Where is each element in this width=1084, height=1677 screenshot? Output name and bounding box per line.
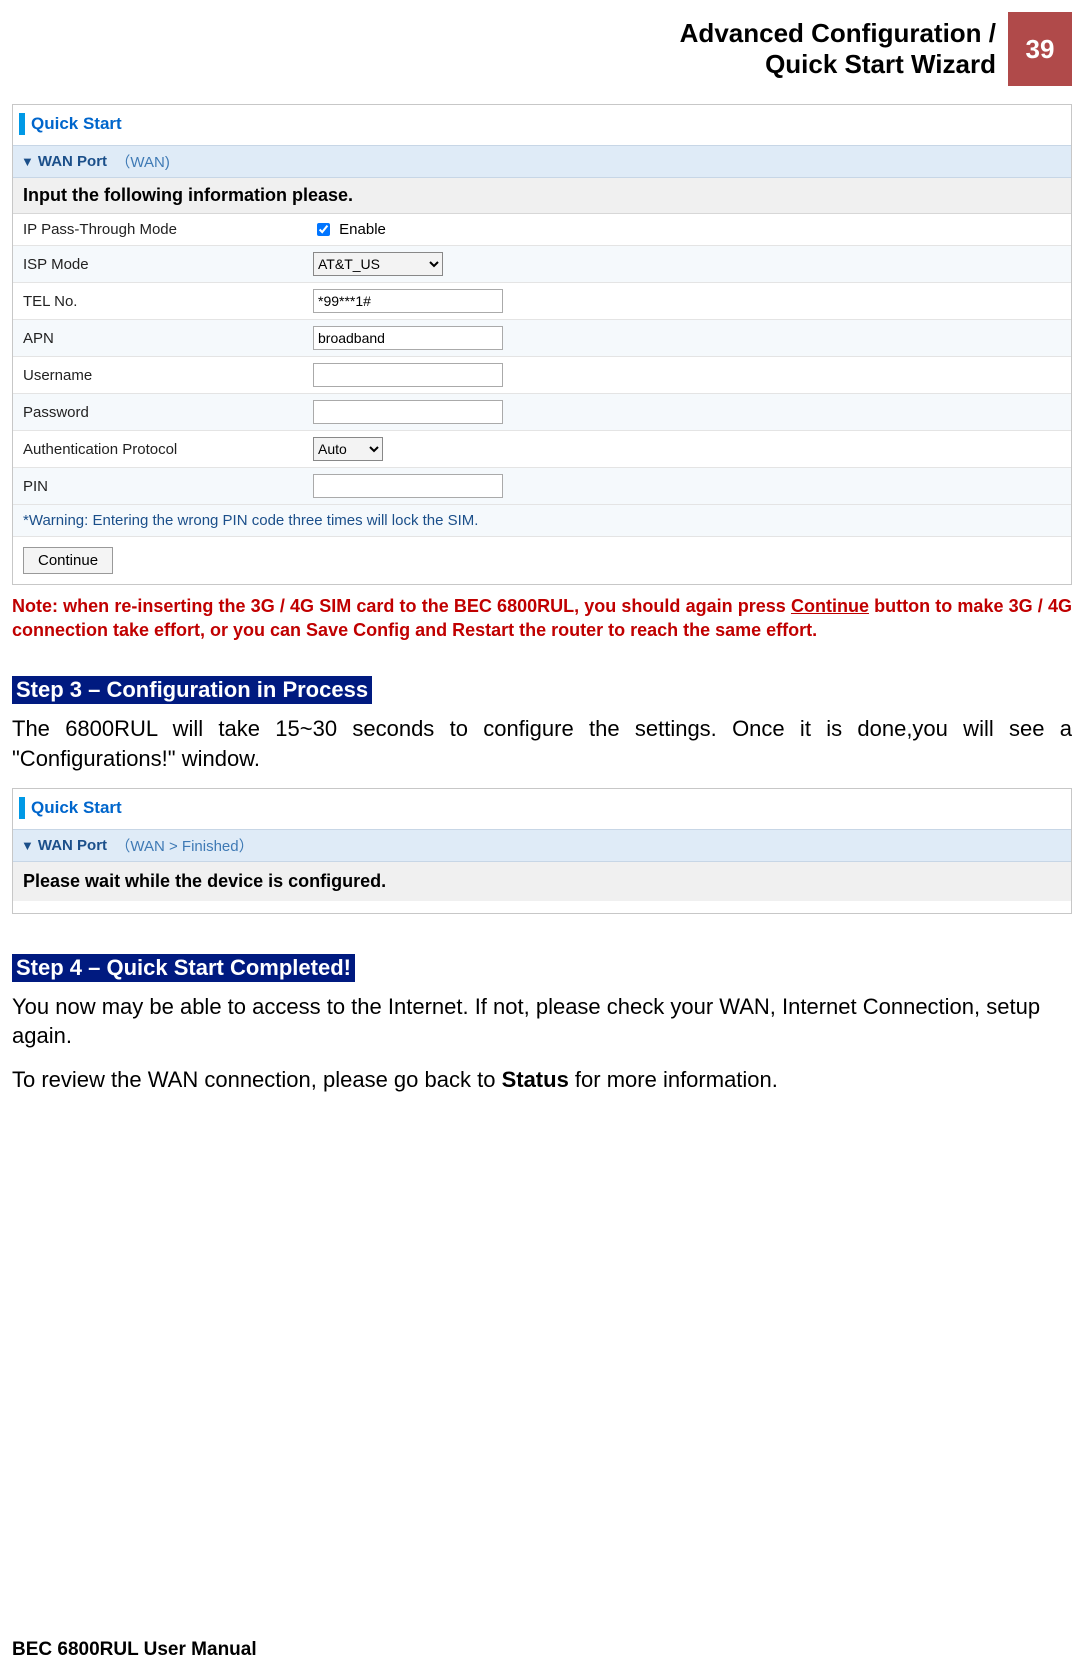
continue-button[interactable]: Continue — [23, 547, 113, 574]
step4-body1: You now may be able to access to the Int… — [12, 992, 1072, 1051]
ip-pass-enable-text: Enable — [339, 221, 386, 238]
quick-start-panel-2: Quick Start ▼ WAN Port （WAN > Finished） … — [12, 788, 1072, 914]
ip-pass-checkbox[interactable] — [317, 223, 330, 236]
please-wait-text: Please wait while the device is configur… — [13, 862, 1071, 901]
quick-start-title-row: Quick Start — [13, 105, 1071, 145]
note-text: Note: when re-inserting the 3G / 4G SIM … — [12, 595, 1072, 642]
step4-body2-pre: To review the WAN connection, please go … — [12, 1067, 502, 1092]
quick-start-panel-1: Quick Start ▼ WAN Port （WAN) Input the f… — [12, 104, 1072, 585]
auth-label: Authentication Protocol — [13, 431, 303, 468]
step4-heading: Step 4 – Quick Start Completed! — [12, 954, 355, 982]
apn-input[interactable] — [313, 326, 503, 350]
accent-bar-2 — [19, 797, 25, 819]
quick-start-title: Quick Start — [31, 114, 122, 134]
footer-text: BEC 6800RUL User Manual — [12, 1639, 257, 1661]
note-prefix: Note: when re-inserting the 3G / 4G SIM … — [12, 596, 791, 616]
accent-bar — [19, 113, 25, 135]
auth-select[interactable]: Auto — [313, 437, 383, 461]
step3-heading: Step 3 – Configuration in Process — [12, 676, 372, 704]
wan-port-paren: （WAN) — [115, 151, 169, 172]
apn-label: APN — [13, 320, 303, 357]
pin-input[interactable] — [313, 474, 503, 498]
note-underlined: Continue — [791, 596, 869, 616]
page-number-badge: 39 — [1008, 12, 1072, 86]
collapse-triangle-icon: ▼ — [21, 154, 34, 169]
step4-body2-post: for more information. — [569, 1067, 778, 1092]
wan-port-label-2: WAN Port — [38, 837, 107, 854]
header-title: Advanced Configuration / Quick Start Wiz… — [680, 12, 1008, 86]
header-line2: Quick Start Wizard — [765, 49, 996, 79]
password-label: Password — [13, 394, 303, 431]
username-label: Username — [13, 357, 303, 394]
tel-label: TEL No. — [13, 283, 303, 320]
wan-port-label: WAN Port — [38, 153, 107, 170]
section-instruction: Input the following information please. — [13, 178, 1071, 214]
step3-body: The 6800RUL will take 15~30 seconds to c… — [12, 714, 1072, 773]
isp-mode-label: ISP Mode — [13, 246, 303, 283]
page-number: 39 — [1026, 34, 1055, 65]
isp-mode-select[interactable]: AT&T_US — [313, 252, 443, 276]
wan-port-header-2[interactable]: ▼ WAN Port （WAN > Finished） — [13, 829, 1071, 862]
ip-pass-label: IP Pass-Through Mode — [13, 214, 303, 246]
wan-breadcrumb: （WAN > Finished） — [115, 835, 253, 856]
pin-label: PIN — [13, 468, 303, 505]
header-line1: Advanced Configuration / — [680, 18, 996, 48]
step4-body2: To review the WAN connection, please go … — [12, 1065, 1072, 1095]
quick-start-title-row-2: Quick Start — [13, 789, 1071, 829]
page-header: Advanced Configuration / Quick Start Wiz… — [12, 12, 1072, 86]
username-input[interactable] — [313, 363, 503, 387]
tel-input[interactable] — [313, 289, 503, 313]
wan-form-table: IP Pass-Through Mode Enable ISP Mode AT&… — [13, 214, 1071, 505]
quick-start-title-2: Quick Start — [31, 798, 122, 818]
pin-warning: *Warning: Entering the wrong PIN code th… — [13, 505, 1071, 537]
collapse-triangle-icon-2: ▼ — [21, 838, 34, 853]
password-input[interactable] — [313, 400, 503, 424]
step4-body2-bold: Status — [502, 1067, 569, 1092]
wan-port-header[interactable]: ▼ WAN Port （WAN) — [13, 145, 1071, 178]
